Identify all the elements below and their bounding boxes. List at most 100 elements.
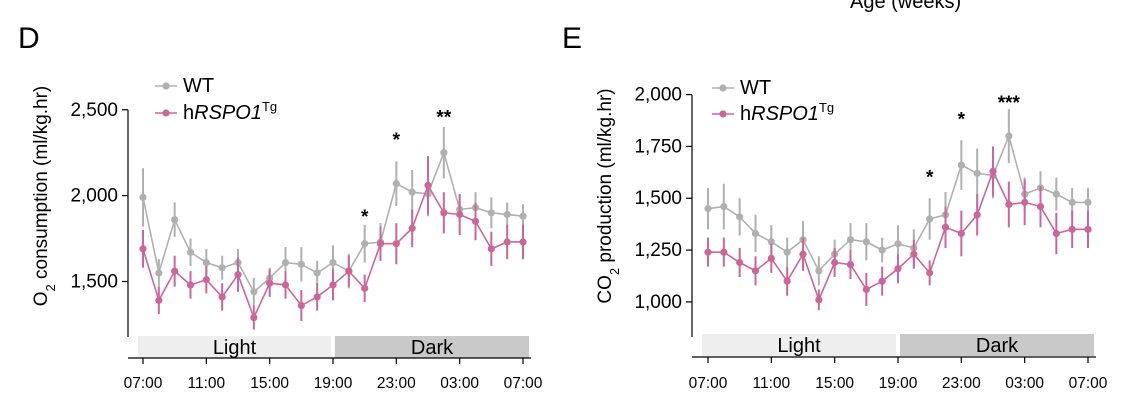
data-point-tg <box>894 265 902 273</box>
x-tick-label: 19:00 <box>879 375 918 392</box>
data-point-tg <box>218 293 226 301</box>
data-point-wt <box>202 258 210 267</box>
data-point-wt <box>186 248 195 256</box>
x-tick-label: 11:00 <box>753 375 791 392</box>
data-point-wt <box>519 212 527 220</box>
data-point-wt <box>155 269 163 277</box>
data-point-tg <box>720 248 728 256</box>
panel-label-d: D <box>18 22 40 55</box>
data-point-tg <box>783 277 791 285</box>
data-point-wt <box>815 267 823 275</box>
data-point-tg <box>1005 200 1013 209</box>
data-point-tg <box>361 284 369 292</box>
data-point-tg <box>329 281 337 289</box>
data-point-wt <box>171 216 179 224</box>
data-point-wt <box>250 288 258 296</box>
data-point-wt <box>973 169 981 177</box>
x-tick-label: 15:00 <box>815 375 854 392</box>
x-tick-label: 03:00 <box>440 375 479 392</box>
data-point-tg <box>815 296 823 304</box>
data-point-wt <box>392 180 400 188</box>
data-point-tg <box>799 250 807 258</box>
data-point-tg <box>266 279 274 287</box>
data-point-wt <box>751 229 760 238</box>
legend-marker-tg <box>162 109 170 117</box>
data-point-wt <box>767 238 775 246</box>
data-point-tg <box>487 245 495 253</box>
data-point-tg <box>751 267 760 275</box>
data-point-wt <box>926 215 934 223</box>
panel-label-e: E <box>562 22 582 55</box>
phase-bar-light <box>702 334 896 356</box>
data-point-tg <box>704 248 712 256</box>
panel-e: E CO2 production (ml/kg.hr) Light Dark 1,0… <box>562 22 1108 392</box>
data-point-wt <box>736 213 744 221</box>
legend-label-wt: WT <box>183 75 214 97</box>
panel-d: D O2 consumption (ml/kg.hr) Light Dark 1,5… <box>18 22 543 392</box>
data-point-wt <box>704 205 712 213</box>
data-point-wt <box>846 236 855 244</box>
data-point-wt <box>139 193 147 201</box>
data-point-wt <box>1084 198 1092 206</box>
data-point-tg <box>345 267 353 275</box>
data-point-tg <box>1021 198 1029 206</box>
x-tick-label: 11:00 <box>188 375 226 392</box>
y-tick-label: 1,000 <box>634 292 682 313</box>
data-point-wt <box>361 240 369 248</box>
phase-bar-light <box>138 336 331 358</box>
x-tick-label: 15:00 <box>250 375 289 392</box>
significance-mark: *** <box>998 93 1021 114</box>
phase-label-dark: Dark <box>976 335 1019 357</box>
y-tick-label: 2,000 <box>70 186 118 207</box>
data-point-tg <box>989 167 997 175</box>
x-tick-label: 03:00 <box>1005 375 1044 392</box>
data-point-tg <box>139 245 147 253</box>
legend-marker-wt <box>162 82 170 90</box>
data-point-wt <box>281 258 290 267</box>
x-tick-label: 07:00 <box>124 375 163 392</box>
data-point-tg <box>424 181 432 189</box>
data-point-wt <box>878 246 886 254</box>
data-point-tg <box>519 238 527 246</box>
x-tick-label: 07:00 <box>689 375 728 392</box>
significance-mark: * <box>361 207 369 228</box>
data-point-tg <box>376 240 385 248</box>
y-tick-label: 1,250 <box>634 240 682 261</box>
data-point-tg <box>313 293 321 301</box>
y-tick-label: 2,500 <box>70 100 118 121</box>
significance-mark: * <box>393 130 401 151</box>
legend-label-wt: WT <box>740 77 771 99</box>
y-tick-label: 1,500 <box>634 188 682 209</box>
data-point-wt <box>329 258 337 267</box>
data-point-wt <box>783 248 791 256</box>
data-point-tg <box>171 267 179 275</box>
x-tick-label: 19:00 <box>314 375 353 392</box>
y-axis-label-d: O2 consumption (ml/kg.hr) <box>31 86 58 307</box>
data-point-tg <box>503 238 511 246</box>
legend-marker-tg <box>719 110 727 118</box>
phase-bar-dark <box>335 336 529 358</box>
data-point-wt <box>487 209 495 217</box>
data-point-wt <box>720 202 728 211</box>
data-point-tg <box>846 260 855 269</box>
data-point-wt <box>1068 198 1076 206</box>
data-point-tg <box>910 250 918 258</box>
data-point-wt <box>1052 190 1060 198</box>
data-point-tg <box>456 210 464 219</box>
data-point-tg <box>202 276 210 284</box>
data-point-tg <box>471 217 480 225</box>
data-point-wt <box>297 260 305 268</box>
legend-marker-wt <box>719 84 727 92</box>
data-point-wt <box>894 240 902 248</box>
data-point-tg <box>926 269 934 277</box>
data-point-wt <box>218 264 226 272</box>
data-point-wt <box>503 210 511 219</box>
data-point-tg <box>941 223 950 231</box>
data-point-tg <box>878 277 886 285</box>
data-point-tg <box>1068 225 1076 233</box>
y-axis-label-e: CO2 production (ml/kg.hr) <box>595 88 622 303</box>
data-point-wt <box>313 269 321 277</box>
data-point-tg <box>155 296 163 304</box>
y-tick-label: 1,750 <box>634 136 682 157</box>
data-point-tg <box>1052 229 1060 238</box>
